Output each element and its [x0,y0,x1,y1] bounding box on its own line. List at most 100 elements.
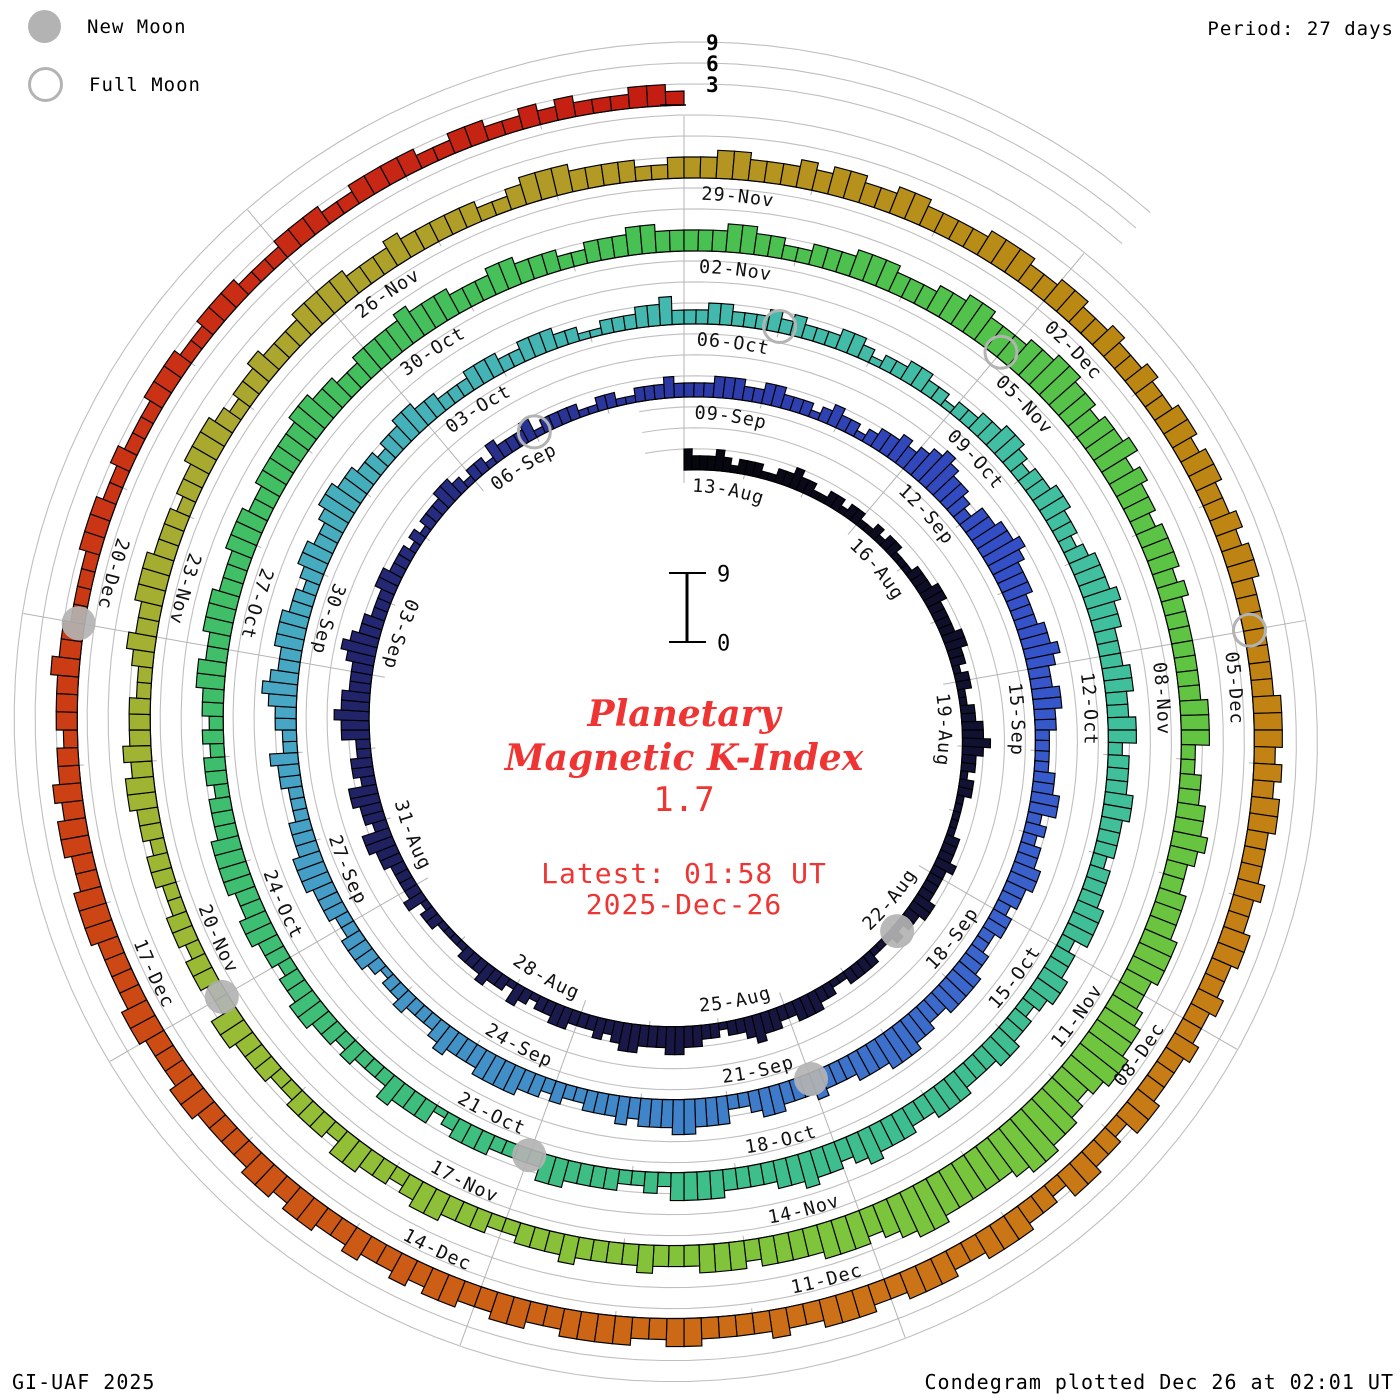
k-bar [553,95,577,121]
k-bar [671,309,685,326]
k-bar [199,416,234,448]
k-bar [987,548,1026,576]
k-bar [1034,718,1057,731]
k-bar [768,1306,792,1339]
k-bar [697,229,714,252]
k-bar [844,418,862,438]
k-bar [208,795,233,814]
k-bar [1190,987,1225,1018]
k-bar [288,818,314,836]
date-label-char: v [165,610,188,625]
k-bar [451,476,469,496]
date-label-char: - [933,717,954,729]
k-bar [395,148,423,178]
k-bar [61,799,86,822]
date-label: 27-Oct [237,565,278,640]
new-moon-marker [61,606,96,641]
k-bar [871,1198,901,1239]
date-label-char: u [745,986,761,1009]
date-label-char: - [1006,707,1028,719]
date-label: 17-Dec [129,936,178,1010]
date-label: 0 2 -Nov [699,257,773,286]
date-label: 28-Aug [509,950,582,1003]
k-bar [726,1019,739,1037]
k-bar [563,326,581,346]
k-bar [624,394,637,405]
k-bar [616,159,637,184]
k-bar [802,479,818,497]
k-bar [683,448,693,471]
date-label-char: 1 [1003,682,1025,696]
date-label-char: O [732,333,746,355]
k-bar [739,224,759,256]
date-label-char: 9 [706,403,719,425]
k-bar [699,156,719,179]
k-bar [907,899,931,922]
k-bar [1023,820,1048,839]
k-bar [1061,922,1094,949]
date-label-char: - [1151,686,1173,699]
date-label: 11-Nov [1047,982,1106,1053]
date-label-char: 1 [1076,671,1098,685]
k-bar [572,98,595,118]
k-bar [1248,660,1273,682]
k-bar [419,905,439,923]
date-label-char: c [744,334,759,357]
date-label-char: N [171,586,194,602]
k-bar [923,589,948,609]
k-bar [652,1244,670,1268]
k-bar [693,382,705,398]
k-bar [55,692,79,713]
k-bar [550,163,574,197]
date-label-char: - [715,478,729,500]
k-bar [815,1219,842,1260]
k-bar [533,995,550,1014]
k-bar [867,523,886,541]
k-bar [141,551,175,577]
k-bar [448,1117,473,1144]
k-bar [949,654,967,668]
k-bar [683,1098,697,1136]
k-bar [375,1074,406,1107]
k-bar [1038,365,1082,406]
k-bar [557,1233,580,1266]
date-label-char: o [746,261,760,283]
k-bar [955,678,973,691]
k-bar [392,305,426,345]
k-bar [1034,729,1050,742]
k-bar [355,738,372,750]
k-bar [548,1080,568,1105]
k-bar [1251,779,1275,800]
k-bar [849,508,867,526]
date-label-char: 0 [699,257,711,278]
k-bar [1115,1100,1150,1135]
date-label-char: 1 [931,692,953,706]
k-bar [281,1186,316,1221]
k-bar [1177,684,1202,702]
k-bar [791,997,809,1022]
legend-full-moon: Full Moon [28,67,201,102]
date-label-char: c [1080,721,1101,732]
date-label-char: p [308,640,331,655]
k-bar [324,482,362,515]
k-bar [1038,495,1072,522]
date-label: 08-Nov [1148,661,1174,734]
date-label-char: p [1006,743,1028,755]
k-bar [683,156,702,179]
k-bar [898,1265,928,1300]
k-bar [163,349,193,379]
k-bar [1226,558,1260,584]
k-bar [432,288,461,322]
date-label: 11-Dec [789,1260,864,1298]
k-bar [408,528,427,547]
date-label-char: 5 [1005,694,1027,707]
k-bar [439,478,463,502]
k-bar [286,1089,314,1117]
k-bar [274,717,297,731]
k-bar [301,205,331,236]
k-bar [120,999,156,1030]
date-label: 20-Dec [94,535,133,610]
date-label-char: - [1078,696,1100,709]
date-label: 20-Nov [194,902,243,976]
